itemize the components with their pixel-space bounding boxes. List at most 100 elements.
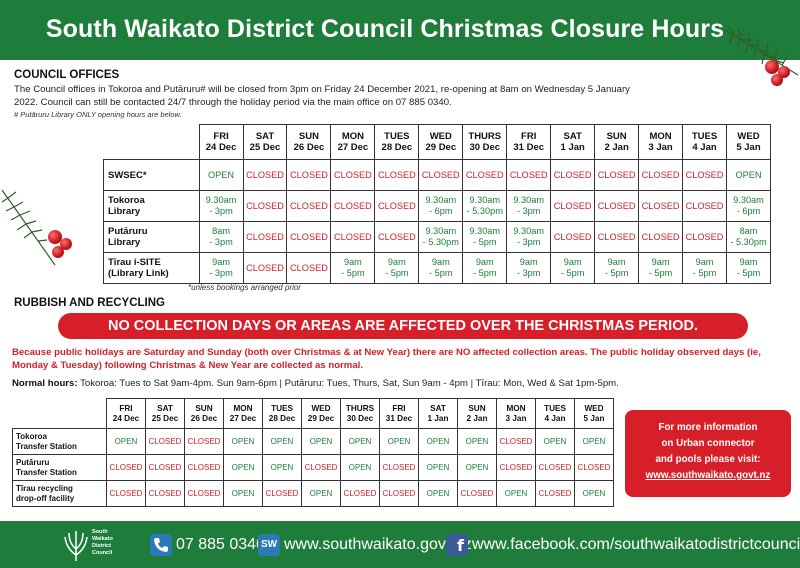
hours-cell: CLOSED — [682, 159, 727, 191]
council-logo-icon — [64, 531, 88, 561]
hours-cell: 9am - 5pm — [418, 252, 464, 284]
hours-cell: CLOSED — [462, 159, 508, 191]
logo-line: Waikato — [92, 536, 113, 542]
column-header: SUN 26 Dec — [286, 124, 332, 160]
hours-cell: CLOSED — [506, 159, 552, 191]
hours-cell: 9am - 3pm — [506, 252, 552, 284]
hours-cell: CLOSED — [496, 428, 536, 455]
hours-cell: CLOSED — [638, 221, 684, 253]
hours-cell: OPEN — [340, 428, 380, 455]
normal-hours-label: Normal hours: — [12, 378, 78, 389]
hours-cell: CLOSED — [330, 190, 376, 222]
hours-cell: CLOSED — [535, 480, 575, 507]
logo-line: District — [92, 543, 111, 549]
facebook-icon: f — [446, 534, 468, 556]
hours-cell: CLOSED — [242, 159, 288, 191]
footer-facebook[interactable]: www.facebook.com/southwaikatodistrictcou… — [472, 536, 800, 553]
table-row: SWSEC* OPEN CLOSED CLOSED CLOSED CLOSED CLOSED… — [103, 159, 771, 191]
column-header: FRI 24 Dec — [106, 398, 146, 429]
table-row: Tīrau recycling drop-off facility CLOSED CL… — [12, 480, 614, 507]
hours-cell: 9.30am - 5.30pm — [462, 190, 508, 222]
hours-cell: CLOSED — [340, 480, 380, 507]
hours-cell: CLOSED — [594, 221, 640, 253]
berry-decoration — [52, 246, 64, 258]
hours-cell: OPEN — [418, 480, 458, 507]
council-offices-table: FRI 24 Dec SAT 25 Dec SUN 26 Dec MON 27 Dec TUES… — [103, 124, 771, 284]
column-header: THURS 30 Dec — [462, 124, 508, 160]
page-title: South Waikato District Council Christmas… — [45, 15, 725, 43]
hours-cell: CLOSED — [242, 252, 288, 284]
footer-website[interactable]: www.southwaikato.govt.nz — [284, 536, 472, 553]
hours-cell: OPEN — [418, 454, 458, 481]
table-row: Putāruru Library 8am - 3pm CLOSED CLOSED CLOSE… — [103, 221, 771, 253]
hours-cell: 9am - 5pm — [726, 252, 771, 284]
hours-cell: CLOSED — [145, 480, 185, 507]
hours-cell: OPEN — [198, 159, 244, 191]
hours-cell: CLOSED — [242, 190, 288, 222]
hours-cell: CLOSED — [184, 454, 224, 481]
hours-cell: 9.30am - 5.30pm — [418, 221, 464, 253]
column-header: SUN 2 Jan — [594, 124, 640, 160]
transfer-station-table: FRI 24 Dec SAT 25 Dec SUN 26 Dec MON 27 Dec TUES… — [12, 398, 614, 507]
hours-cell: OPEN — [418, 428, 458, 455]
hours-cell: CLOSED — [145, 428, 185, 455]
hours-cell: 9am - 5pm — [682, 252, 727, 284]
info-line-2: on Urban connector — [661, 438, 755, 449]
footer-phone[interactable]: 07 885 0340 — [176, 536, 265, 553]
hours-cell: OPEN — [457, 454, 497, 481]
facility-row-label: SWSEC* — [103, 159, 200, 191]
facility-row-label: Putāruru Library — [103, 221, 200, 253]
phone-icon — [150, 534, 172, 556]
column-header: MON 27 Dec — [330, 124, 376, 160]
hours-cell: CLOSED — [330, 221, 376, 253]
station-row-label: Putāruru Transfer Station — [12, 454, 107, 481]
hours-cell: CLOSED — [145, 454, 185, 481]
station-row-label: Tīrau recycling drop-off facility — [12, 480, 107, 507]
hours-cell: CLOSED — [638, 159, 684, 191]
hours-cell: CLOSED — [496, 454, 536, 481]
library-note: # Putāruru Library ONLY opening hours ar… — [14, 110, 182, 119]
hours-cell: CLOSED — [457, 480, 497, 507]
column-header: WED 29 Dec — [418, 124, 464, 160]
info-line-1: For more information — [658, 422, 758, 433]
hours-cell: CLOSED — [262, 480, 302, 507]
table-header-row: FRI 24 Dec SAT 25 Dec SUN 26 Dec MON 27 Dec TUES… — [104, 124, 771, 160]
berry-decoration — [765, 60, 779, 74]
bookings-footnote: *unless bookings arranged prior — [188, 283, 301, 292]
hours-cell: 9am - 3pm — [198, 252, 244, 284]
council-offices-text-line1: The Council offices in Tokoroa and Putār… — [14, 84, 630, 95]
footer-bar — [0, 521, 800, 568]
hours-cell: 9.30am - 3pm — [506, 190, 552, 222]
hours-cell: OPEN — [457, 428, 497, 455]
hours-cell: 9am - 5pm — [374, 252, 420, 284]
hours-cell: OPEN — [223, 428, 263, 455]
table-row: Putāruru Transfer Station CLOSED CLOSED CLOS… — [12, 454, 614, 481]
berry-decoration — [60, 238, 72, 250]
column-header: SAT 1 Jan — [418, 398, 458, 429]
hours-cell: 9am - 5pm — [462, 252, 508, 284]
hours-cell: CLOSED — [184, 428, 224, 455]
hours-cell: CLOSED — [330, 159, 376, 191]
pine-branch-decoration-top — [724, 25, 799, 76]
column-header: TUES 28 Dec — [262, 398, 302, 429]
hours-cell: OPEN — [106, 428, 146, 455]
hours-cell: CLOSED — [594, 190, 640, 222]
hours-cell: CLOSED — [374, 159, 420, 191]
column-header: SAT 25 Dec — [145, 398, 185, 429]
hours-cell: OPEN — [301, 480, 341, 507]
hours-cell: CLOSED — [550, 190, 596, 222]
column-header: SAT 1 Jan — [550, 124, 596, 160]
column-header: FRI 31 Dec — [379, 398, 419, 429]
hours-cell: CLOSED — [550, 221, 596, 253]
info-website-link[interactable]: www.southwaikato.govt.nz — [645, 470, 771, 481]
hours-cell: CLOSED — [682, 221, 727, 253]
hours-cell: CLOSED — [286, 159, 332, 191]
hours-cell: OPEN — [262, 454, 302, 481]
hours-cell: 9am - 5pm — [330, 252, 376, 284]
hours-cell: CLOSED — [106, 454, 146, 481]
hours-cell: OPEN — [574, 428, 614, 455]
hours-cell: CLOSED — [374, 190, 420, 222]
hours-cell: 9.30am - 3pm — [198, 190, 244, 222]
rubbish-heading: RUBBISH AND RECYCLING — [14, 297, 165, 309]
council-offices-heading: COUNCIL OFFICES — [14, 69, 120, 81]
